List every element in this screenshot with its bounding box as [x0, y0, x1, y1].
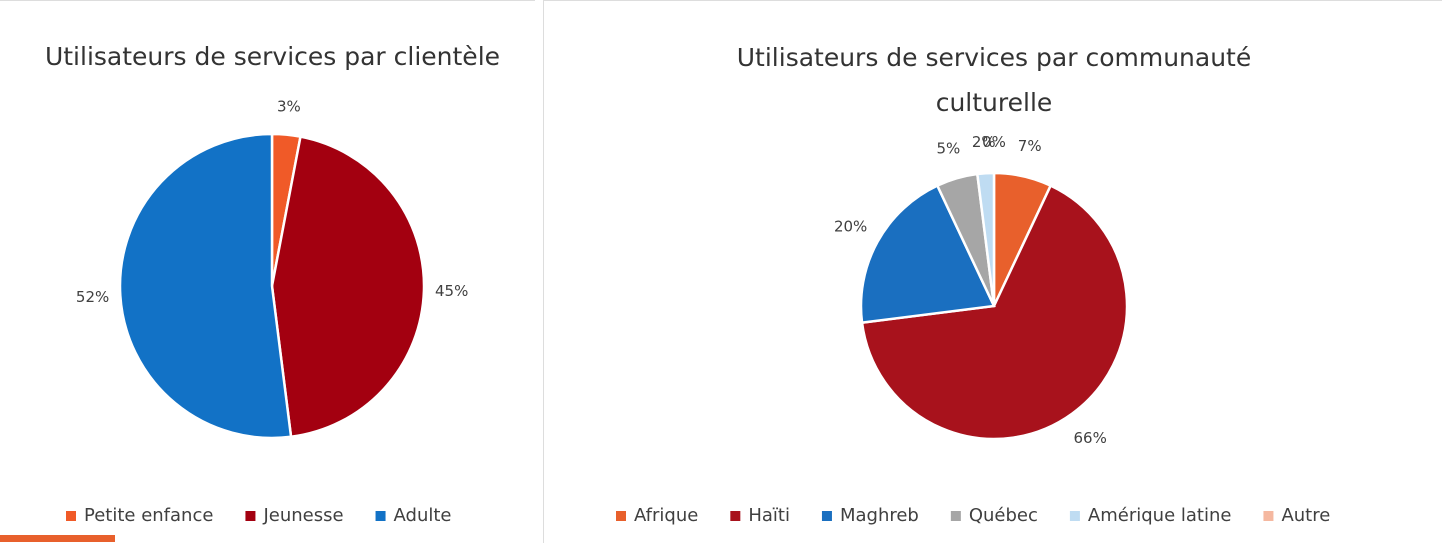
legend-label: Afrique: [634, 505, 698, 526]
legend-swatch: [730, 511, 741, 521]
data-label: 45%: [435, 282, 468, 300]
legend-swatch: [1263, 511, 1274, 521]
pie-slice: [859, 183, 996, 325]
pie-slice: [860, 183, 1129, 441]
legend-label: Amérique latine: [1088, 505, 1232, 526]
legend-label: Haïti: [748, 505, 790, 526]
pie-slice: [270, 135, 426, 439]
legend-label: Maghreb: [840, 505, 919, 526]
legend-swatch: [1069, 511, 1080, 521]
data-label: 0%: [982, 133, 1006, 151]
chart-title: Utilisateurs de services par clientèle: [44, 42, 501, 71]
chart-title: Utilisateurs de services par communauté …: [736, 43, 1252, 117]
legend-swatch: [616, 511, 626, 521]
chart: 3% 45% 52% Petite enfance Jeunesse Adulte: [66, 98, 468, 526]
legend-swatch: [950, 511, 961, 521]
data-label: 66%: [1073, 429, 1106, 447]
chart-panel: Utilisateurs de services par communauté …: [543, 0, 1442, 543]
data-label: 20%: [834, 218, 867, 236]
legend-swatch: [821, 511, 832, 521]
legend-swatch: [66, 511, 76, 521]
legend-label: Adulte: [394, 505, 452, 526]
legend-label: Petite enfance: [84, 505, 213, 526]
chart-panel: Utilisateurs de services par clientèle 3…: [0, 0, 535, 543]
chart: 7% 66% 20% 5% 2%0% Afrique Haïti Maghreb Québec A…: [616, 133, 1330, 526]
pie-slice: [975, 171, 996, 307]
data-label: 5%: [936, 139, 960, 157]
data-label: 7%: [1018, 137, 1042, 155]
data-label: 2%: [972, 133, 996, 151]
legend-swatch: [245, 511, 256, 521]
legend-label: Autre: [1281, 505, 1330, 526]
legend-label: Québec: [969, 505, 1038, 526]
legend-swatch: [375, 511, 386, 521]
data-label: 3%: [277, 98, 301, 116]
pie-slice: [118, 132, 293, 440]
data-label: 52%: [76, 288, 109, 306]
accent-bar: [0, 535, 115, 542]
legend-label: Jeunesse: [262, 505, 343, 526]
